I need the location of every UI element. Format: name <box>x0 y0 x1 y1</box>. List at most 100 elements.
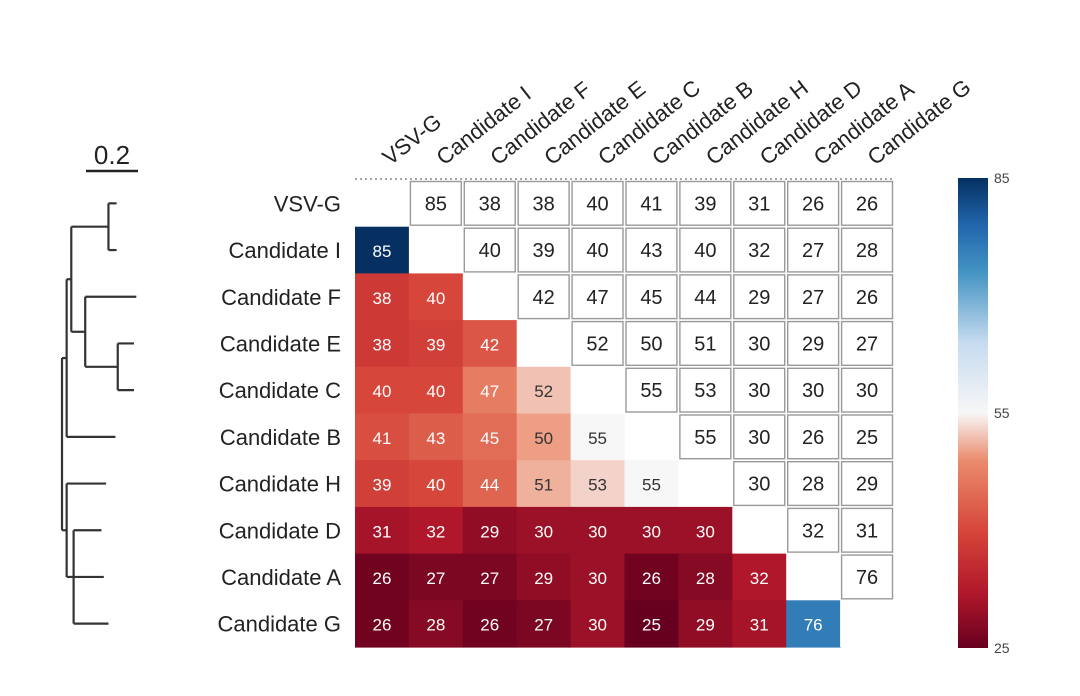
diagonal-empty-cell <box>516 320 571 367</box>
cell-value-label: 39 <box>372 476 391 495</box>
row-label: Candidate D <box>219 518 341 543</box>
upper-cell-box <box>733 367 786 413</box>
cell-value-label: 38 <box>479 193 501 215</box>
heatmap-cell <box>624 460 679 508</box>
cell-value-label: 28 <box>426 616 445 635</box>
colorbar-tick-label: 25 <box>994 640 1010 656</box>
upper-cell-box <box>787 320 840 367</box>
upper-cell-box <box>679 180 732 226</box>
upper-cell-box <box>840 554 894 600</box>
diagonal-empty-cell <box>624 413 679 461</box>
cell-value-label: 55 <box>694 427 716 449</box>
cell-value-label: 31 <box>750 616 769 635</box>
cell-value-label: 30 <box>748 380 770 402</box>
cell-value-label: 41 <box>372 429 391 448</box>
upper-cell-box <box>787 227 840 273</box>
cell-value-label: 38 <box>372 289 391 308</box>
diagonal-empty-cell <box>570 366 625 414</box>
row-label: Candidate I <box>228 238 341 263</box>
cell-value-label: 40 <box>426 382 445 401</box>
heatmap-cell <box>408 553 464 601</box>
upper-cell-box <box>409 180 462 226</box>
upper-cell-box <box>840 461 894 507</box>
cell-value-label: 31 <box>748 193 770 215</box>
upper-cell-box <box>787 461 840 507</box>
upper-cell-box <box>733 414 786 460</box>
upper-cell-box <box>679 274 732 320</box>
cell-value-label: 31 <box>372 522 391 541</box>
cell-value-label: 39 <box>533 240 555 262</box>
cell-value-label: 26 <box>480 616 499 635</box>
upper-cell-box <box>625 180 678 226</box>
heatmap-cell <box>570 506 626 555</box>
cell-value-label: 39 <box>694 193 716 215</box>
colorbar: 85 55 25 <box>958 170 1010 656</box>
cell-value-label: 26 <box>372 616 391 635</box>
cell-value-label: 25 <box>642 616 661 635</box>
cell-value-label: 43 <box>640 240 662 262</box>
cell-value-label: 27 <box>856 333 878 355</box>
cell-value-label: 29 <box>480 522 499 541</box>
column-label: VSV-G <box>378 109 446 170</box>
colorbar-gradient <box>958 178 988 648</box>
row-label: Candidate F <box>221 285 341 310</box>
row-label: Candidate G <box>217 612 341 637</box>
cell-value-label: 26 <box>802 427 824 449</box>
diagonal-empty-cell <box>355 180 409 227</box>
heatmap-cell <box>355 506 410 555</box>
heatmap-cell <box>516 366 572 415</box>
cell-value-label: 30 <box>588 616 607 635</box>
cell-value-label: 30 <box>748 427 770 449</box>
heatmap-cell <box>516 413 572 461</box>
dendrogram-scale-bar: 0.2 <box>86 140 138 173</box>
cell-value-label: 32 <box>802 520 824 542</box>
heatmap-cell <box>408 600 464 648</box>
upper-cell-box <box>787 507 840 553</box>
cell-value-label: 85 <box>372 242 391 261</box>
cell-value-label: 40 <box>426 476 445 495</box>
cell-value-label: 26 <box>642 569 661 588</box>
cell-value-label: 26 <box>856 287 878 309</box>
cell-value-label: 29 <box>802 333 824 355</box>
heatmap-cell <box>678 600 733 648</box>
cell-value-label: 38 <box>372 335 391 354</box>
heatmap-cell <box>516 553 572 601</box>
cell-value-label: 27 <box>802 287 824 309</box>
upper-cell-box <box>571 227 624 273</box>
cell-value-label: 40 <box>586 240 608 262</box>
upper-cell-box <box>571 320 624 367</box>
cell-value-label: 53 <box>588 476 607 495</box>
diagonal-empty-cell <box>462 273 517 321</box>
heatmap-cell <box>678 553 733 601</box>
cell-value-label: 28 <box>856 240 878 262</box>
cell-value-label: 30 <box>802 380 824 402</box>
upper-cell-box <box>517 274 570 320</box>
cell-value-label: 40 <box>372 382 391 401</box>
heatmap-cells: 85 38 38 40 41 39 31 26 26 85 40 39 40 43 40 32 27 28 38 40… <box>355 180 894 648</box>
cell-value-label: 47 <box>586 287 608 309</box>
upper-cell-box <box>840 274 894 320</box>
upper-cell-box <box>625 227 678 273</box>
cell-value-label: 39 <box>426 335 445 354</box>
heatmap-cell <box>516 506 572 555</box>
row-label: Candidate E <box>220 331 341 356</box>
upper-cell-box <box>840 320 894 367</box>
cell-value-label: 41 <box>640 193 662 215</box>
cell-value-label: 40 <box>426 289 445 308</box>
upper-cell-box <box>679 227 732 273</box>
diagonal-empty-cell <box>732 506 787 554</box>
upper-cell-box <box>733 274 786 320</box>
row-label: Candidate C <box>219 378 341 403</box>
upper-cell-box <box>787 367 840 413</box>
heatmap-cell <box>408 413 464 461</box>
cell-value-label: 51 <box>694 333 716 355</box>
cell-value-label: 76 <box>804 616 823 635</box>
heatmap-cell <box>355 273 410 321</box>
cell-value-label: 30 <box>748 333 770 355</box>
heatmap-cell <box>408 506 464 555</box>
heatmap-cell <box>786 600 841 648</box>
diagonal-empty-cell <box>840 600 894 647</box>
cell-value-label: 42 <box>533 287 555 309</box>
heatmap-cell <box>355 366 410 415</box>
